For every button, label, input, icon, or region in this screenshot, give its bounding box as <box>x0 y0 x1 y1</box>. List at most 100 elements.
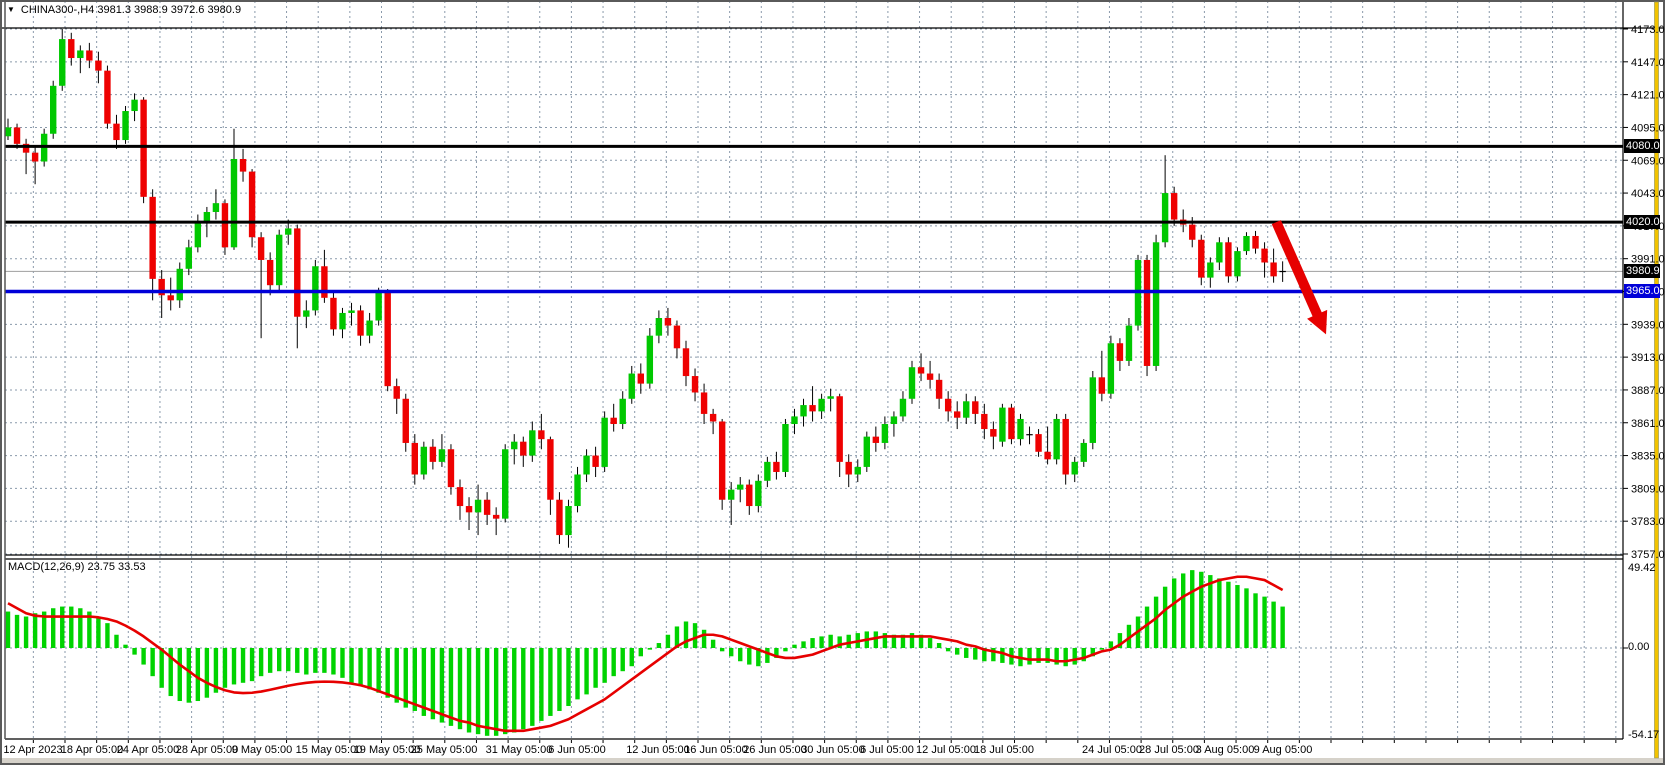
macd-histogram-bar <box>819 636 824 648</box>
time-axis-label: 28 Jul 05:00 <box>1139 744 1199 756</box>
down-arrow-shaft[interactable] <box>1271 220 1325 324</box>
macd-histogram-bar <box>747 648 752 665</box>
candle-body <box>492 514 500 519</box>
macd-histogram-bar <box>593 648 598 688</box>
candle-body <box>474 499 482 513</box>
candle-body <box>131 99 138 112</box>
candle-body <box>755 480 762 507</box>
candle-body <box>239 158 247 172</box>
macd-histogram-bar <box>240 648 246 683</box>
macd-histogram-bar <box>512 648 517 733</box>
macd-histogram-bar <box>783 648 788 652</box>
macd-histogram-bar <box>701 629 707 648</box>
price-tick-label: 4043.0 <box>1631 188 1665 200</box>
price-label-resistance: 4080.0 <box>1624 139 1660 153</box>
time-axis-label: 16 Jun 05:00 <box>684 744 748 756</box>
macd-histogram-bar <box>656 643 662 648</box>
macd-histogram-bar <box>1045 648 1050 663</box>
level-lines[interactable] <box>5 144 1623 294</box>
macd-histogram-bar <box>1217 578 1222 648</box>
candle-body <box>646 335 654 384</box>
candle-body <box>149 196 156 279</box>
candle-body <box>1116 343 1124 361</box>
macd-histogram-bar <box>322 648 327 673</box>
macd-histogram-bar <box>168 648 173 697</box>
candle-body <box>981 413 988 430</box>
macd-histogram-bar <box>286 648 291 672</box>
time-axis-label: 26 Jun 05:00 <box>743 744 807 756</box>
macd-histogram-bar <box>530 648 535 726</box>
macd-histogram-bar <box>873 631 879 648</box>
macd-histogram-bar <box>295 648 300 673</box>
price-tick-label: 3835.0 <box>1631 451 1665 463</box>
candle-body <box>402 398 409 443</box>
candle-body <box>863 436 870 467</box>
candle-body <box>836 396 843 462</box>
macd-histogram-bar <box>973 648 978 660</box>
macd-histogram-bar <box>918 634 924 648</box>
candle-body <box>673 325 681 349</box>
candle-body <box>1044 451 1051 460</box>
macd-histogram-bar <box>69 606 74 648</box>
candle-body <box>547 439 554 500</box>
macd-histogram-bar <box>647 648 653 650</box>
candle-body <box>50 85 57 134</box>
macd-histogram-bar <box>674 626 680 648</box>
candle-body <box>393 386 400 399</box>
macd-signal-line <box>7 575 1284 733</box>
macd-histogram-bar <box>141 648 146 665</box>
macd-histogram-bar <box>936 643 942 648</box>
macd-histogram-bar <box>1126 624 1132 648</box>
chart-title: CHINA300-,H4 3981.3 3988.9 3972.6 3980.9 <box>20 4 242 16</box>
candle-body <box>999 407 1006 442</box>
candle-body <box>158 278 165 296</box>
price-axis[interactable]: 4173.04147.04121.04095.04069.04043.04017… <box>1623 24 1665 649</box>
macd-histogram-bar <box>421 648 427 716</box>
macd-histogram-bar <box>1144 606 1150 648</box>
candle-body <box>655 318 663 336</box>
time-axis-label: 9 Aug 05:00 <box>1254 744 1313 756</box>
price-tick-label: 4147.0 <box>1631 57 1665 69</box>
macd-histogram-bar <box>1081 648 1086 662</box>
down-arrow-head[interactable] <box>1307 309 1328 335</box>
macd-histogram-bar <box>1253 593 1258 648</box>
candle-body <box>791 416 798 425</box>
candle-body <box>140 99 147 197</box>
candle-body <box>348 310 355 313</box>
time-axis-label: 3 Aug 05:00 <box>1196 744 1255 756</box>
candle-body <box>276 234 283 286</box>
macd-histogram-bar <box>1171 578 1177 648</box>
candle-body <box>285 228 292 235</box>
candle-body <box>4 127 12 137</box>
macd-histogram-bar <box>801 641 806 648</box>
candle-body <box>429 446 437 462</box>
price-label-current: 3980.9 <box>1624 264 1660 278</box>
candle-body <box>203 211 211 223</box>
candle-body <box>845 461 852 475</box>
candle-body <box>700 392 708 414</box>
macd-histogram-bar <box>557 648 562 711</box>
candle-body <box>1143 259 1151 366</box>
annotations[interactable] <box>1271 220 1328 335</box>
candle-body <box>1198 239 1205 278</box>
macd-histogram-bar <box>96 616 101 648</box>
symbol-dropdown-icon[interactable]: ▼ <box>7 5 15 14</box>
macd-histogram-bar <box>1099 648 1105 650</box>
macd-histogram-bar <box>692 623 698 648</box>
macd-histogram-bar <box>548 648 553 716</box>
macd-histogram-bar <box>521 648 526 730</box>
candle-body <box>972 401 979 414</box>
candle-body <box>728 489 735 500</box>
candle-body <box>1008 407 1015 440</box>
price-tick-label: 4173.0 <box>1631 24 1665 36</box>
macd-histogram-bar <box>539 648 544 721</box>
candle-body <box>908 367 916 399</box>
candle-body <box>384 291 391 387</box>
macd-histogram-bar <box>394 648 399 703</box>
macd-histogram-bar <box>882 633 888 648</box>
time-axis-label: 12 Jul 05:00 <box>916 744 976 756</box>
price-tick-label: 4069.0 <box>1631 155 1665 167</box>
candle-body <box>592 455 599 467</box>
